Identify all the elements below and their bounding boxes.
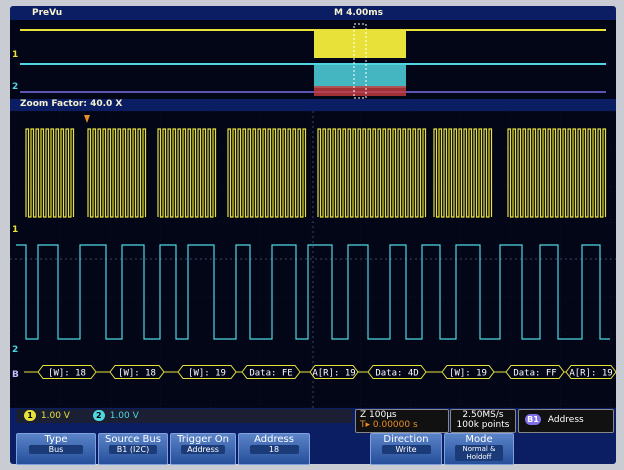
direction-value: Write	[381, 445, 431, 454]
ch1-badge: 1	[24, 410, 36, 421]
address-label: Address	[254, 434, 294, 445]
direction-label: Direction	[383, 434, 429, 445]
trigger-position-value: 0.00000 s	[372, 420, 418, 430]
bus-packet-frame[interactable]	[109, 365, 165, 379]
zoom-time-scale: Z 100µs	[360, 410, 397, 420]
trigger-position-marker[interactable]	[84, 115, 90, 123]
acquisition-readout[interactable]: 2.50MS/s 100k points	[450, 409, 516, 433]
bus-packet-frame[interactable]	[367, 365, 427, 379]
ch1-scale: 1.00 V	[40, 411, 70, 421]
ch1-burst-block	[314, 30, 406, 58]
bus-packet-label: Data: 4D	[375, 369, 418, 379]
bus-packet-label: [W]: 19	[188, 369, 226, 379]
bus-packet-frame[interactable]	[177, 365, 237, 379]
bus-packet-label: [W]: 19	[449, 369, 487, 379]
bus-badge: B1	[525, 414, 541, 425]
channel-scale-readout[interactable]: 1 1.00 V 2 1.00 V	[16, 409, 352, 423]
overview-waveform-panel: 1 2	[10, 20, 616, 99]
mode-softkey[interactable]: Mode Normal & Holdoff	[444, 433, 514, 465]
bus-packet-label: A[R]: 19	[569, 369, 612, 379]
mode-value: Normal & Holdoff	[455, 445, 503, 461]
trigger-on-softkey[interactable]: Trigger On Address	[170, 433, 236, 465]
type-label: Type	[44, 434, 68, 445]
bus-packet-frame[interactable]	[241, 365, 301, 379]
record-length: 100k points	[456, 420, 510, 430]
ch2-badge: 2	[92, 410, 105, 421]
bus-packet-frame[interactable]	[37, 365, 97, 379]
type-value: Bus	[28, 445, 84, 454]
bus-burst-block	[314, 86, 406, 96]
bus-marker: B	[12, 370, 19, 380]
ch2-overview-marker: 2	[12, 82, 19, 92]
horizontal-readout[interactable]: Z 100µs T▸ 0.00000 s	[355, 409, 449, 433]
bus-packet-label: [W]: 18	[118, 369, 156, 379]
ch1-ground-marker: 1	[12, 225, 19, 235]
bus-packet-label: A[R]: 19	[312, 369, 355, 379]
source-bus-label: Source Bus	[105, 434, 161, 445]
ch1-zoom-trace	[25, 128, 607, 218]
ch2-scale: 1.00 V	[109, 411, 139, 421]
trigger-readout[interactable]: B1 Address	[518, 409, 614, 433]
zoom-window-box[interactable]	[353, 23, 367, 99]
type-softkey[interactable]: Type Bus	[16, 433, 96, 465]
direction-softkey[interactable]: Direction Write	[370, 433, 442, 465]
mode-label: Mode	[465, 434, 493, 445]
source-bus-softkey[interactable]: Source Bus B1 (I2C)	[98, 433, 168, 465]
bus-packet-frame[interactable]	[565, 365, 616, 379]
bus-trigger-type: Address	[547, 415, 584, 425]
bus-packet-label: [W]: 18	[48, 369, 86, 379]
zoom-waveform-svg: [W]: 18 [W]: 18 [W]: 19 Data: FE A[R]: 19 Dat…	[10, 111, 616, 408]
bus-packet-frame[interactable]	[505, 365, 565, 379]
trigger-position-readout: T▸ 0.00000 s	[360, 420, 418, 430]
trigger-t-marker: T	[360, 420, 366, 430]
address-value: 18	[249, 445, 299, 454]
oscilloscope-screen: PreVu M 4.00ms 1 2 Zoom Factor: 40.0 X	[10, 6, 616, 465]
bus-decode-row: [W]: 18 [W]: 18 [W]: 19 Data: FE A[R]: 19 Dat…	[24, 365, 616, 379]
sample-rate: 2.50MS/s	[462, 410, 504, 420]
bus-packet-frame[interactable]	[441, 365, 495, 379]
ch2-burst-block	[314, 64, 406, 88]
ch2-ground-marker: 2	[12, 345, 19, 355]
ch1-overview-marker: 1	[12, 50, 19, 60]
overview-waveform-svg	[20, 23, 606, 99]
ch2-waveform-path	[16, 244, 610, 340]
source-bus-value: B1 (I2C)	[109, 445, 157, 454]
bus-packet-label: Data: FF	[513, 369, 556, 379]
zoom-factor-label: Zoom Factor: 40.0 X	[20, 99, 123, 109]
prevu-title: PreVu	[32, 8, 63, 18]
timebase-readout: M 4.00ms	[334, 8, 384, 18]
zoom-waveform-panel: [W]: 18 [W]: 18 [W]: 19 Data: FE A[R]: 19 Dat…	[10, 111, 616, 408]
trigger-on-value: Address	[180, 445, 226, 454]
ch2-zoom-trace	[16, 244, 610, 340]
bus-packet-frame[interactable]	[309, 365, 359, 379]
ch1-waveform-path	[25, 128, 607, 218]
address-softkey[interactable]: Address 18	[238, 433, 310, 465]
trigger-on-label: Trigger On	[177, 434, 229, 445]
bus-packet-label: Data: FE	[249, 369, 292, 379]
